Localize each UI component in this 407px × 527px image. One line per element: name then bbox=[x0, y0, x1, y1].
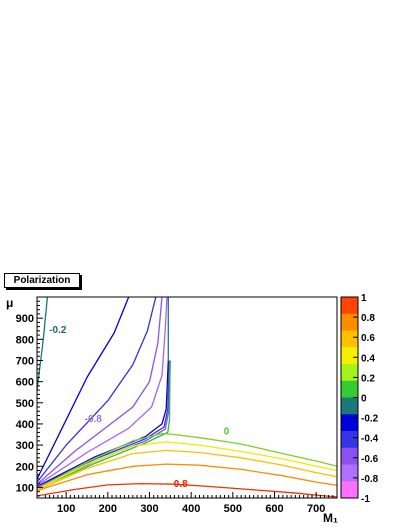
colorbar-band bbox=[341, 347, 358, 365]
contour-line-4 bbox=[36, 296, 168, 486]
contour-label-2: 0 bbox=[224, 427, 230, 438]
axes: 100 200 300 400 500 600 700 100 200 300 400 500 600 7… bbox=[6, 296, 338, 525]
contour-line-10 bbox=[36, 432, 338, 490]
colorbar-band bbox=[341, 364, 358, 382]
colorbar-band bbox=[341, 297, 358, 315]
contour-line-11 bbox=[36, 441, 338, 491]
contour-line-9 bbox=[36, 360, 171, 490]
x-tick-label: 200 bbox=[99, 503, 117, 515]
colorbar-tick-label: -0.4 bbox=[361, 434, 379, 445]
colorbar-tick-label: 0.8 bbox=[361, 313, 375, 324]
contour-line-2 bbox=[36, 296, 157, 483]
y-tick-label: 600 bbox=[16, 377, 34, 389]
chart-title: Polarization bbox=[4, 273, 80, 288]
y-axis-label: μ bbox=[6, 296, 13, 310]
x-tick-label: 300 bbox=[140, 503, 158, 515]
colorbar-band bbox=[341, 431, 358, 449]
y-tick-label: 400 bbox=[16, 419, 34, 431]
contour-labels: -0.2 -0.8 0 0.8 bbox=[49, 325, 230, 490]
colorbar-tick-label: -1 bbox=[361, 494, 370, 505]
colorbar-tick-label: -0.6 bbox=[361, 454, 379, 465]
colorbar-tick-label: 0.2 bbox=[361, 373, 375, 384]
contour-line-6 bbox=[36, 360, 169, 487]
colorbar-tick-label: 0 bbox=[361, 394, 367, 405]
colorbar-tick-label: -0.8 bbox=[361, 474, 379, 485]
contour-line-1 bbox=[36, 296, 130, 480]
contour-line-7 bbox=[36, 360, 170, 488]
x-tick-label: 100 bbox=[57, 503, 75, 515]
colorbar-band bbox=[341, 397, 358, 415]
contour-line-3 bbox=[36, 296, 163, 485]
colorbar-band bbox=[341, 447, 358, 465]
x-tick-label: 400 bbox=[182, 503, 200, 515]
contour-lines bbox=[36, 296, 338, 498]
y-tick-label: 200 bbox=[16, 461, 34, 473]
x-axis-label: M₁ bbox=[323, 511, 338, 525]
colorbar-band bbox=[341, 313, 358, 331]
colorbar-band bbox=[341, 414, 358, 432]
y-tick-label: 800 bbox=[16, 334, 34, 346]
x-tick-label: 600 bbox=[265, 503, 283, 515]
y-tick-label: 900 bbox=[16, 313, 34, 325]
x-tick-label: 500 bbox=[224, 503, 242, 515]
y-tick-label: 300 bbox=[16, 440, 34, 452]
contour-line-14 bbox=[36, 482, 338, 498]
colorbar: 1 0.8 0.6 0.4 0.2 0 -0.2 -0.4 -0.6 -0.8 -1 bbox=[340, 293, 379, 505]
colorbar-tick-label: 1 bbox=[361, 293, 367, 304]
colorbar-tick-label: 0.6 bbox=[361, 333, 375, 344]
colorbar-band bbox=[341, 330, 358, 348]
y-tick-label: 700 bbox=[16, 355, 34, 367]
colorbar-tick-label: 0.4 bbox=[361, 353, 375, 364]
x-tick-label: 700 bbox=[307, 503, 325, 515]
colorbar-band bbox=[341, 380, 358, 398]
contour-label-0: -0.2 bbox=[49, 325, 67, 336]
y-tick-label: 100 bbox=[16, 482, 34, 494]
colorbar-tick-label: -0.2 bbox=[361, 414, 379, 425]
y-tick-label: 500 bbox=[16, 398, 34, 410]
contour-line-12 bbox=[36, 449, 338, 491]
colorbar-band bbox=[341, 464, 358, 482]
colorbar-band bbox=[341, 481, 358, 499]
contour-label-1: -0.8 bbox=[85, 414, 103, 425]
contour-line-13 bbox=[36, 463, 338, 492]
contour-label-3: 0.8 bbox=[174, 479, 188, 490]
